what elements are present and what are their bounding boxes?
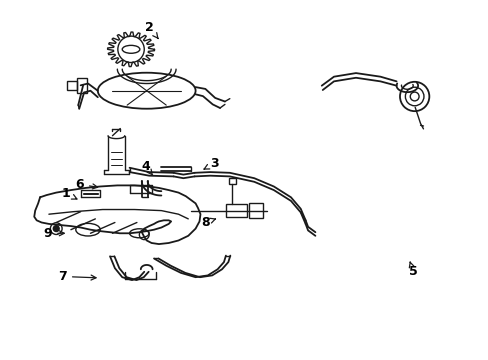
Circle shape	[53, 226, 59, 231]
Circle shape	[399, 82, 428, 111]
Text: 2: 2	[144, 21, 158, 39]
Text: 1: 1	[61, 187, 77, 200]
Text: 9: 9	[43, 227, 64, 240]
Text: 8: 8	[201, 216, 215, 229]
Text: 3: 3	[203, 157, 218, 170]
Text: 6: 6	[75, 178, 98, 191]
Text: 5: 5	[408, 262, 417, 278]
Text: 7: 7	[58, 270, 96, 283]
Text: 4: 4	[141, 160, 153, 175]
